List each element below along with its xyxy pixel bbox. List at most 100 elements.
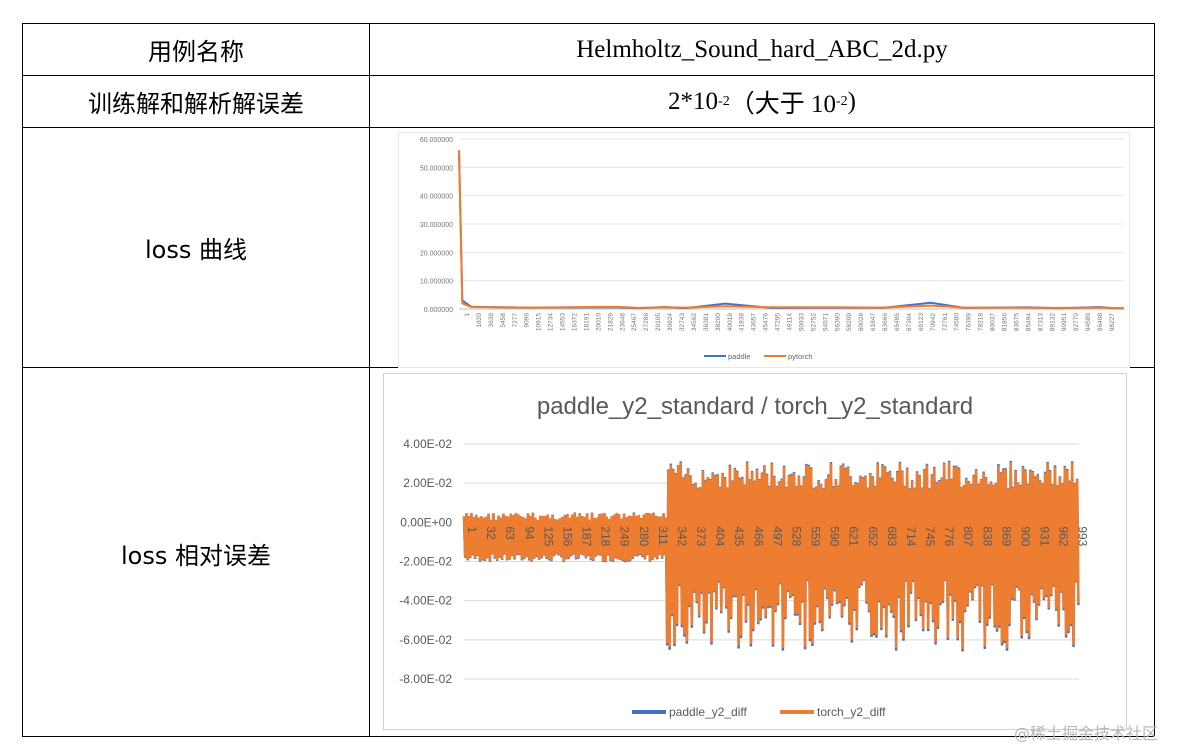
series-line-pytorch bbox=[458, 150, 1125, 310]
x-tick-label: 27286 bbox=[643, 313, 650, 331]
x-tick-label: 85494 bbox=[1025, 313, 1032, 331]
legend-label-paddle: paddle bbox=[728, 352, 751, 361]
x-tick-label: 776 bbox=[942, 526, 956, 546]
legend-label-torch_y2_diff: torch_y2_diff bbox=[817, 705, 886, 719]
y-tick-label: -4.00E-02 bbox=[399, 594, 452, 608]
x-tick-label: 49114 bbox=[787, 313, 794, 331]
x-tick-label: 74580 bbox=[954, 313, 961, 331]
x-tick-label: 83675 bbox=[1013, 313, 1020, 331]
x-tick-label: 683 bbox=[885, 526, 899, 546]
y-tick-label: -6.00E-02 bbox=[399, 633, 452, 647]
x-tick-label: 34562 bbox=[691, 313, 698, 331]
error-value-exponent-2: -2 bbox=[835, 93, 848, 109]
x-tick-label: 63666 bbox=[882, 313, 889, 331]
x-tick-label: 714 bbox=[904, 526, 918, 546]
x-tick-label: 90951 bbox=[1061, 313, 1068, 331]
x-tick-label: 63 bbox=[503, 526, 517, 540]
x-tick-label: 61847 bbox=[870, 313, 877, 331]
error-value-close: ) bbox=[847, 87, 856, 115]
error-value-exponent: -2 bbox=[718, 93, 730, 109]
y-tick-label: -8.00E-02 bbox=[399, 672, 452, 686]
x-tick-label: 3639 bbox=[488, 313, 495, 328]
x-tick-label: 56390 bbox=[834, 313, 841, 331]
x-tick-label: 23648 bbox=[619, 313, 626, 331]
x-tick-label: 869 bbox=[999, 526, 1013, 546]
x-tick-label: 54571 bbox=[822, 313, 829, 331]
x-tick-label: 36381 bbox=[703, 313, 710, 331]
x-tick-label: 29105 bbox=[655, 313, 662, 331]
x-tick-label: 125 bbox=[541, 526, 555, 546]
x-tick-label: 41838 bbox=[739, 313, 746, 331]
y-tick-label: 50.000000 bbox=[420, 165, 453, 172]
x-tick-label: 45476 bbox=[763, 313, 770, 331]
error-value: 2*10 -2 （大于 10 -2) bbox=[370, 76, 1154, 127]
legend-label-paddle_y2_diff: paddle_y2_diff bbox=[669, 705, 748, 719]
row-divider bbox=[23, 75, 1154, 76]
loss-relative-error-label: loss 相对误差 bbox=[121, 541, 271, 570]
y-tick-label: 10.000000 bbox=[420, 279, 453, 286]
x-tick-label: 5458 bbox=[500, 313, 507, 328]
x-tick-label: 187 bbox=[580, 526, 594, 546]
x-tick-label: 72761 bbox=[942, 313, 949, 331]
x-tick-label: 993 bbox=[1076, 526, 1090, 546]
x-tick-label: 16372 bbox=[572, 313, 579, 331]
x-tick-label: 9096 bbox=[524, 313, 531, 328]
loss-curve-label: loss 曲线 bbox=[145, 236, 247, 264]
x-tick-label: 249 bbox=[618, 526, 632, 546]
x-tick-label: 1 bbox=[465, 526, 479, 533]
x-tick-label: 60028 bbox=[858, 313, 865, 331]
x-tick-label: 94589 bbox=[1085, 313, 1092, 331]
chart-title: paddle_y2_standard / torch_y2_standard bbox=[537, 393, 973, 420]
x-tick-label: 69123 bbox=[918, 313, 925, 331]
x-tick-label: 10915 bbox=[536, 313, 543, 331]
x-tick-label: 590 bbox=[828, 526, 842, 546]
x-tick-label: 497 bbox=[770, 526, 784, 546]
x-tick-label: 404 bbox=[713, 526, 727, 546]
x-tick-label: 156 bbox=[560, 526, 574, 546]
case-name-value: Helmholtz_Sound_hard_ABC_2d.py bbox=[576, 35, 948, 63]
x-tick-label: 373 bbox=[694, 526, 708, 546]
x-tick-label: 32 bbox=[484, 526, 498, 540]
loss-curve-svg: 0.000000 10.000000 20.000000 30.000000 40.00… bbox=[420, 137, 1125, 361]
x-tick-label: 218 bbox=[599, 526, 613, 546]
x-tick-label: 931 bbox=[1038, 526, 1052, 546]
column-divider bbox=[369, 24, 370, 736]
x-tick-label: 94 bbox=[522, 526, 536, 540]
x-tick-label: 20010 bbox=[595, 313, 602, 331]
x-tick-label: 92770 bbox=[1073, 313, 1080, 331]
error-value-comparison: （大于 10 bbox=[729, 90, 836, 118]
y-tick-label: 0.00E+00 bbox=[400, 515, 452, 529]
y-tick-label: 0.000000 bbox=[424, 307, 453, 314]
x-tick-label: 466 bbox=[751, 526, 765, 546]
x-tick-label: 280 bbox=[637, 526, 651, 546]
x-tick-label: 30924 bbox=[667, 313, 674, 331]
x-tick-label: 98227 bbox=[1109, 313, 1116, 331]
x-tick-label: 311 bbox=[656, 526, 670, 545]
x-tick-label: 621 bbox=[847, 526, 861, 546]
error-label: 训练解和解析解误差 bbox=[88, 90, 304, 118]
x-tick-label: 76399 bbox=[966, 313, 973, 331]
x-tick-label: 67304 bbox=[906, 313, 913, 331]
watermark: @稀土掘金技术社区 bbox=[1013, 724, 1158, 743]
x-tick-label: 559 bbox=[809, 526, 823, 546]
x-tick-label: 78218 bbox=[978, 313, 985, 331]
x-tick-label: 7277 bbox=[512, 313, 519, 328]
x-tick-label: 18191 bbox=[583, 313, 590, 331]
x-tick-label: 80037 bbox=[990, 313, 997, 331]
case-name-label: 用例名称 bbox=[148, 38, 244, 66]
x-tick-label: 1 bbox=[464, 313, 471, 317]
x-tick-label: 70942 bbox=[930, 313, 937, 331]
x-tick-label: 87313 bbox=[1037, 313, 1044, 331]
y-tick-label: 20.000000 bbox=[420, 250, 453, 257]
x-tick-label: 962 bbox=[1057, 526, 1071, 546]
series-line-torch_y2_diff bbox=[462, 461, 1080, 650]
series-line-paddle bbox=[458, 150, 1125, 310]
x-tick-label: 96408 bbox=[1097, 313, 1104, 331]
x-tick-label: 89132 bbox=[1049, 313, 1056, 331]
x-tick-label: 1820 bbox=[476, 313, 483, 328]
x-tick-label: 32743 bbox=[679, 313, 686, 331]
y-tick-label: 30.000000 bbox=[420, 222, 453, 229]
x-tick-label: 52752 bbox=[810, 313, 817, 331]
y-tick-label: 40.000000 bbox=[420, 194, 453, 201]
comparison-table: 用例名称 Helmholtz_Sound_hard_ABC_2d.py 训练解和… bbox=[22, 23, 1155, 737]
